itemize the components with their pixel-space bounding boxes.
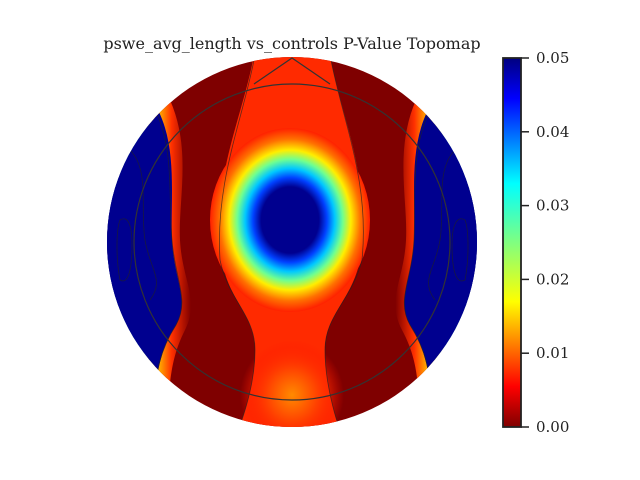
bottom-orange-blob [240,340,344,427]
topomap-field [107,57,477,427]
colorbar [502,57,522,428]
contour-lines [116,57,469,427]
colorbar-tick-label: 0.01 [536,344,569,362]
head-outline [133,83,451,401]
colorbar-tick-label: 0.02 [536,270,569,288]
chart-title: pswe_avg_length vs_controls P-Value Topo… [103,34,481,53]
central-blue-blob [210,128,370,312]
colorbar-ticks: 0.00 0.01 0.02 0.03 0.04 0.05 [521,49,569,436]
colorbar-tick-label: 0.04 [536,123,569,141]
colorbar-tick-label: 0.03 [536,197,569,215]
colorbar-tick-label: 0.05 [536,49,569,67]
nose-marker [253,57,331,85]
colorbar-tick-label: 0.00 [536,418,569,436]
